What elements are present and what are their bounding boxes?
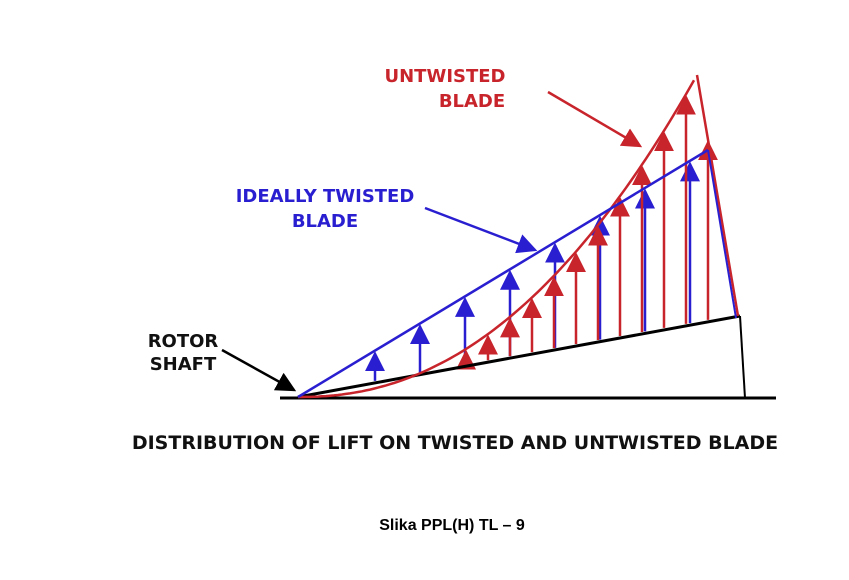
blade-line [297,314,741,399]
label: BLADE [292,211,358,232]
blade-tip [739,315,746,399]
label: BLADE [439,91,505,112]
figure-id: Slika PPL(H) TL – 9 [379,517,525,534]
leader-arrow [547,90,643,148]
leader-arrow [221,348,297,392]
untwisted-lift-curve [298,79,696,399]
untwisted-tip-line [695,74,740,317]
label: SHAFT [150,354,217,375]
label: IDEALLY TWISTED [236,186,415,207]
caption: DISTRIBUTION OF LIFT ON TWISTED AND UNTW… [132,432,778,454]
leader-arrow [424,206,538,254]
twisted-tip-line [707,149,737,319]
label: ROTOR [148,331,219,352]
lift-arrows [365,94,718,381]
twisted-lift-line [297,148,709,399]
label: UNTWISTED [385,66,506,87]
